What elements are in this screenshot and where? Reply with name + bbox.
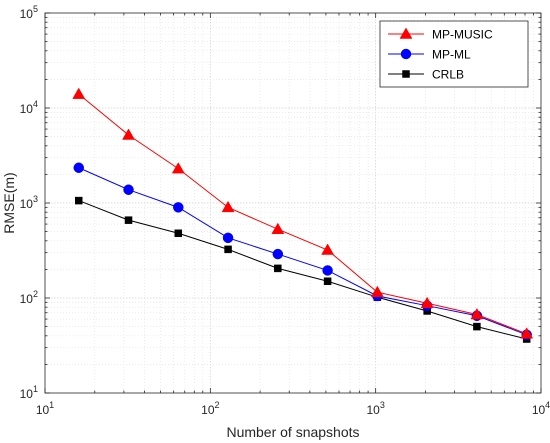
data-point-mp-music: [470, 308, 484, 320]
legend-marker-mp-music: [399, 27, 413, 39]
data-point-mp-music: [370, 285, 384, 297]
data-point-mp-ml: [123, 184, 134, 195]
series: [72, 87, 534, 343]
legend: MP-MUSIC MP-ML CRLB: [379, 20, 529, 88]
data-point-mp-music: [520, 327, 534, 339]
axis-ticks: 101 102 103 104 101 102 103 104 105: [20, 4, 550, 417]
data-point-crlb: [124, 216, 133, 224]
legend-marker-mp-ml: [400, 48, 412, 60]
data-point-mp-music: [420, 296, 434, 309]
data-point-crlb: [323, 277, 332, 286]
data-point-mp-music: [122, 128, 135, 140]
y-tick-label: 104: [20, 99, 38, 116]
data-point-mp-ml: [73, 162, 84, 173]
data-point-mp-music: [171, 162, 185, 174]
y-tick-label: 105: [20, 4, 38, 21]
data-point-mp-music: [72, 87, 86, 99]
series-mp-music: [72, 87, 534, 339]
data-point-mp-ml: [272, 248, 284, 260]
y-tick-label: 101: [20, 384, 38, 401]
x-tick-label: 102: [201, 400, 219, 417]
series-line-crlb: [78, 200, 527, 340]
x-tick-label: 101: [36, 400, 54, 417]
series-line-mp-ml: [78, 167, 527, 336]
y-tick-label: 103: [20, 194, 38, 211]
legend-label-crlb: CRLB: [432, 68, 464, 82]
legend-label-mp-ml: MP-ML: [432, 48, 471, 62]
data-point-crlb: [74, 196, 83, 205]
x-tick-label: 103: [366, 400, 384, 417]
y-tick-label: 102: [20, 289, 38, 306]
data-point-mp-music: [321, 243, 335, 255]
series-line-mp-music: [78, 93, 527, 335]
data-point-crlb: [174, 229, 183, 238]
data-point-mp-ml: [222, 232, 234, 244]
data-point-crlb: [224, 245, 232, 254]
data-point-mp-music: [221, 200, 235, 213]
data-point-crlb: [274, 264, 282, 273]
x-axis-label: Number of snapshots: [226, 424, 359, 440]
data-point-mp-music: [271, 222, 285, 234]
data-point-mp-ml: [173, 202, 184, 213]
data-point-mp-ml: [322, 265, 333, 276]
data-point-crlb: [473, 322, 481, 331]
y-axis-label: RMSE(m): [1, 172, 17, 233]
legend-marker-crlb: [402, 70, 410, 78]
x-tick-label: 104: [532, 400, 550, 417]
legend-label-mp-music: MP-MUSIC: [432, 28, 493, 42]
